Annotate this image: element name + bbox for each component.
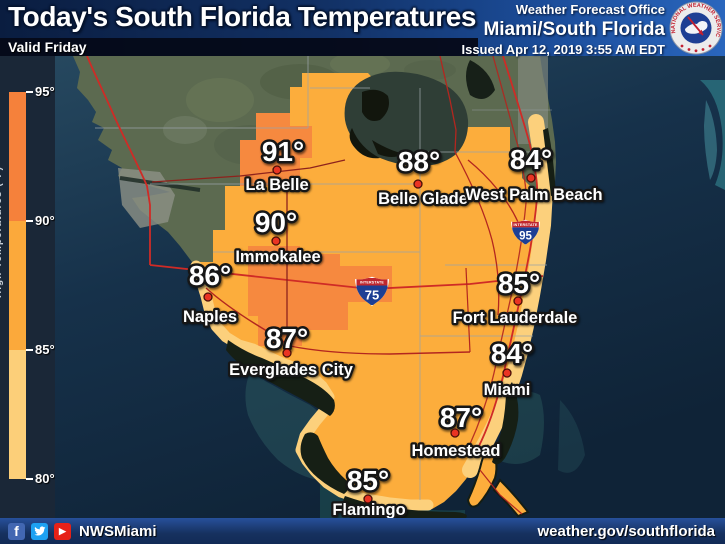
temp-label: 87° <box>440 402 482 433</box>
footer-bar: f ▶ NWSMiami weather.gov/southflorida <box>0 518 725 544</box>
twitter-icon[interactable] <box>31 522 48 540</box>
city-fort-lauderdale: 85° Fort Lauderdale <box>450 266 579 330</box>
valid-label: Valid Friday <box>8 39 87 55</box>
county-lines <box>95 56 552 500</box>
forecast-map-svg: INTERSTATE 75 INTERSTATE 95 91° La Belle <box>55 52 725 522</box>
footer-url: weather.gov/southflorida <box>537 522 715 540</box>
city-west-palm-beach: 84° West Palm Beach <box>463 142 605 207</box>
temp-label: 84° <box>491 338 533 369</box>
city-miami: 84° Miami <box>481 336 535 402</box>
scale-tick-85: 85° <box>26 342 55 357</box>
temperature-scale-panel: High Temperatures (°F) 95° 90° 85° 80° <box>0 56 55 518</box>
facebook-glyph: f <box>14 523 19 539</box>
city-label: West Palm Beach <box>465 186 602 204</box>
interstate-caption: INTERSTATE <box>513 223 537 227</box>
scale-tick-95: 95° <box>26 84 55 99</box>
scale-tick-80: 80° <box>26 471 55 486</box>
temp-label: 86° <box>189 260 231 291</box>
city-markers: 91° La Belle 88° Belle Glade 84° West Pa… <box>181 134 605 522</box>
youtube-play-glyph: ▶ <box>59 525 66 536</box>
city-everglades-city: 87° Everglades City <box>227 321 356 382</box>
mangrove-coast <box>226 128 556 518</box>
city-label: Homestead <box>412 442 501 460</box>
city-belle-glade: 88° Belle Glade <box>376 144 470 211</box>
scale-tick-90: 90° <box>26 213 55 228</box>
station-dot <box>502 368 512 378</box>
scale-label: 90° <box>35 213 55 228</box>
temp-label: 91° <box>262 136 304 167</box>
city-homestead: 87° Homestead <box>409 400 502 463</box>
tick-mark <box>26 477 33 480</box>
office-name: Weather Forecast Office <box>515 2 665 17</box>
nws-logo: NATIONAL WEATHER SERVICE <box>669 1 723 55</box>
temp-label: 90° <box>255 207 297 238</box>
city-naples: 86° Naples <box>181 258 240 329</box>
scale-label: 95° <box>35 84 55 99</box>
city-label: Flamingo <box>332 501 405 518</box>
temp-label: 84° <box>510 144 552 175</box>
tick-mark <box>26 90 33 93</box>
city-label: Fort Lauderdale <box>453 309 578 327</box>
city-label: Belle Glade <box>378 190 468 208</box>
florida-keys <box>466 444 530 518</box>
temp-label: 85° <box>347 465 389 496</box>
facebook-icon[interactable]: f <box>8 522 25 540</box>
interstate-caption: INTERSTATE <box>360 281 384 285</box>
city-la-belle: 91° La Belle <box>243 134 311 197</box>
forecast-map: INTERSTATE 75 INTERSTATE 95 91° La Belle <box>55 52 725 522</box>
interstate-95-shield: INTERSTATE 95 <box>511 219 540 245</box>
station-dot <box>413 179 423 189</box>
city-immokalee: 90° Immokalee <box>233 205 323 269</box>
interstate-75-number: 75 <box>365 288 379 303</box>
station-dot <box>203 292 213 302</box>
tick-mark <box>26 219 33 222</box>
station-dot <box>363 494 373 504</box>
station-dot <box>282 348 292 358</box>
valid-strip: Valid Friday <box>0 38 478 56</box>
interstate-95-number: 95 <box>519 231 532 243</box>
scale-label: 80° <box>35 471 55 486</box>
interstate-75-shield: INTERSTATE 75 <box>355 276 389 306</box>
header-bar: Today's South Florida Temperatures Valid… <box>0 0 725 58</box>
city-label: Everglades City <box>229 361 354 379</box>
office-block: Weather Forecast Office Miami/South Flor… <box>461 2 665 58</box>
city-label: Miami <box>484 381 531 399</box>
scale-label: 85° <box>35 342 55 357</box>
city-label: La Belle <box>245 176 308 194</box>
temp-label: 88° <box>398 146 440 177</box>
issued-timestamp: Issued Apr 12, 2019 3:55 AM EDT <box>461 42 665 57</box>
office-location: Miami/South Florida <box>483 19 665 41</box>
roads <box>86 55 544 515</box>
color-scale-bar <box>9 92 26 479</box>
city-label: Immokalee <box>235 248 320 266</box>
tick-mark <box>26 348 33 351</box>
twitter-bird-icon <box>33 526 45 536</box>
city-flamingo: 85° Flamingo <box>330 463 408 522</box>
station-dot <box>513 296 523 306</box>
city-label: Naples <box>183 308 237 326</box>
page-title: Today's South Florida Temperatures <box>8 1 477 32</box>
temp-fill-90-95 <box>240 113 392 346</box>
temp-label: 85° <box>498 268 540 299</box>
lake-okeechobee <box>344 71 469 167</box>
scale-axis-label: High Temperatures (°F) <box>0 166 4 298</box>
logo-arrowhead <box>698 29 703 35</box>
youtube-icon[interactable]: ▶ <box>54 522 71 540</box>
station-dot <box>271 236 281 246</box>
station-dot <box>450 428 460 438</box>
station-dot <box>526 173 536 183</box>
social-handle[interactable]: NWSMiami <box>79 522 157 540</box>
station-dot <box>272 165 282 175</box>
